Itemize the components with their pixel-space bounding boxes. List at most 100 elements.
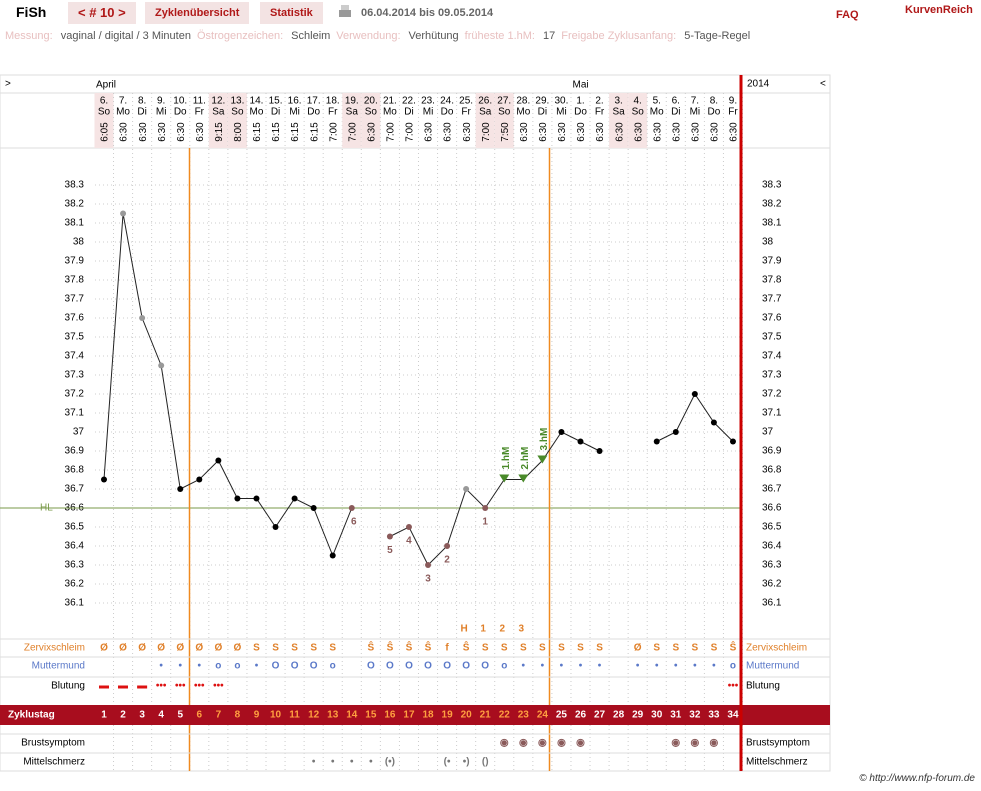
row-label: Blutung xyxy=(51,681,85,692)
y-tick-label: 37.4 xyxy=(762,351,782,362)
cycle-day: 1 xyxy=(101,710,107,721)
cycle-day: 26 xyxy=(575,710,587,721)
tab[interactable]: Statistik xyxy=(260,2,323,24)
footer: © http://www.nfp-forum.de xyxy=(859,773,975,784)
symbol: S xyxy=(501,643,508,654)
y-tick-label: 37.2 xyxy=(65,389,85,400)
symbol: o xyxy=(234,661,240,672)
cycle-day: 31 xyxy=(670,710,682,721)
weekday-label: Mo xyxy=(516,107,530,118)
row-label: Blutung xyxy=(746,681,780,692)
date-label: 25. xyxy=(459,96,473,107)
symbol: • xyxy=(369,757,373,768)
weekday-label: Sa xyxy=(212,107,225,118)
brand[interactable]: KurvenReich xyxy=(905,4,973,16)
print-icon[interactable] xyxy=(337,4,353,20)
temp-point xyxy=(463,486,470,492)
time-label: 7:00 xyxy=(386,122,397,142)
weekday-label: Mo xyxy=(383,107,397,118)
symbol: ▬ xyxy=(99,681,109,692)
y-tick-label: 37.5 xyxy=(762,332,782,343)
temp-point xyxy=(120,210,127,217)
row-label: Muttermund xyxy=(32,661,85,672)
info-label: Freigabe Zyklusanfang: xyxy=(561,30,677,42)
y-tick-label: 37 xyxy=(73,427,85,438)
year-label: 2014 xyxy=(747,79,770,90)
symbol: ◉ xyxy=(519,738,528,749)
symbol: O xyxy=(405,661,413,672)
weekday-label: Fr xyxy=(195,107,205,118)
y-tick-label: 36.4 xyxy=(762,541,782,552)
time-label: 6:30 xyxy=(157,122,168,142)
symbol: ••• xyxy=(175,681,186,692)
month-label: April xyxy=(96,80,116,91)
time-label: 7:00 xyxy=(347,122,358,142)
info-value: vaginal / digital / 3 Minuten xyxy=(60,30,191,42)
row-label: Brustsymptom xyxy=(21,738,85,749)
row-label: Zyklustag xyxy=(8,710,55,721)
weekday-label: Sa xyxy=(479,107,492,118)
cycle-nav[interactable]: < # 10 > xyxy=(68,2,136,24)
symbol: • xyxy=(255,661,259,672)
temp-point xyxy=(653,438,660,445)
weekday-label: Sa xyxy=(613,107,626,118)
time-label: 6:30 xyxy=(366,122,377,142)
temp-point xyxy=(672,429,679,435)
info-label: Verwendung: xyxy=(336,30,401,42)
temp-point xyxy=(729,438,736,445)
symbol: S xyxy=(692,643,699,654)
time-label: 6:30 xyxy=(176,122,187,142)
cycle-day: 9 xyxy=(254,710,260,721)
symbol: o xyxy=(215,661,221,672)
faq[interactable]: FAQ xyxy=(836,9,859,21)
symbol: ••• xyxy=(194,681,205,692)
symbol: S xyxy=(539,643,546,654)
time-label: 6:30 xyxy=(443,122,454,142)
time-label: 6:30 xyxy=(729,122,740,142)
weekend-shade xyxy=(208,93,228,148)
weekday-label: Di xyxy=(271,107,280,118)
y-tick-label: 36.7 xyxy=(762,484,782,495)
y-tick-label: 36.5 xyxy=(65,522,85,533)
y-tick-label: 38.1 xyxy=(762,218,782,229)
symbol: • xyxy=(541,661,545,672)
symbol: • xyxy=(674,661,678,672)
top-label: 2 xyxy=(499,624,505,635)
date-label: 29. xyxy=(535,96,549,107)
symbol: Ŝ xyxy=(368,641,375,654)
y-tick-label: 37.6 xyxy=(65,313,85,324)
weekday-label: Do xyxy=(574,107,587,118)
info-value: Schleim xyxy=(291,30,331,42)
weekday-label: Mo xyxy=(650,107,664,118)
date-label: 27. xyxy=(497,96,511,107)
symbol: (• xyxy=(444,757,451,768)
cycle-day: 24 xyxy=(537,710,549,721)
logo: FiSh xyxy=(16,4,47,20)
weekday-label: Mi xyxy=(289,107,300,118)
symbol: O xyxy=(424,661,432,672)
y-tick-label: 36.9 xyxy=(762,446,782,457)
symbol: (•) xyxy=(385,757,395,768)
time-label: 7:00 xyxy=(481,122,492,142)
weekday-label: Fr xyxy=(595,107,605,118)
y-tick-label: 37.8 xyxy=(65,275,85,286)
chart: 6.So6:05April7.Mo6:308.Di6:309.Mi6:3010.… xyxy=(0,74,831,772)
cycle-day: 18 xyxy=(422,710,434,721)
symbol: ◉ xyxy=(671,738,680,749)
y-tick-label: 36.1 xyxy=(65,598,85,609)
symbol: S xyxy=(596,643,603,654)
nav: < xyxy=(820,79,826,90)
temp-point xyxy=(139,315,146,321)
cycle-day: 34 xyxy=(727,710,739,721)
symbol: () xyxy=(482,757,489,768)
tab[interactable]: Zyklenübersicht xyxy=(145,2,250,24)
symbol: ◉ xyxy=(500,738,509,749)
weekday-label: Di xyxy=(137,107,146,118)
row-label: Muttermund xyxy=(746,661,799,672)
time-label: 6:30 xyxy=(424,122,435,142)
weekday-label: Di xyxy=(538,107,547,118)
y-tick-label: 38.3 xyxy=(762,180,782,191)
excluded-number: 6 xyxy=(351,517,357,528)
symbol: ◉ xyxy=(538,738,547,749)
y-tick-label: 36.7 xyxy=(65,484,85,495)
